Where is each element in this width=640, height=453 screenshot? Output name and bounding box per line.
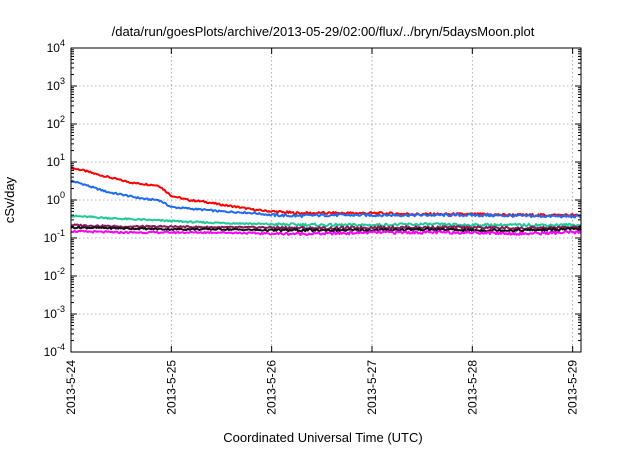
series-line-3: [71, 214, 582, 228]
series-line-1: [70, 166, 582, 218]
series-line-4: [70, 223, 582, 231]
x-axis-label: Coordinated Universal Time (UTC): [223, 430, 422, 445]
x-tick-label: 2013-5-25: [164, 360, 178, 415]
y-tick-label: 101: [47, 152, 65, 169]
y-axis-label: cSv/day: [2, 176, 17, 223]
x-tick-labels: 2013-5-24 2013-5-25 2013-5-26 2013-5-27 2013…: [64, 360, 580, 415]
series-line-2: [70, 179, 582, 219]
x-tick-label: 2013-5-27: [365, 360, 379, 415]
y-tick-label: 100: [47, 190, 65, 207]
y-tick-label: 102: [47, 114, 65, 131]
y-tick-label: 10-2: [44, 266, 65, 283]
y-tick-label: 103: [47, 76, 65, 93]
y-tick-label: 10-1: [44, 228, 65, 245]
y-tick-label: 104: [47, 38, 65, 55]
x-tick-label: 2013-5-26: [265, 360, 279, 415]
y-tick-label: 10-3: [44, 304, 65, 321]
y-tick-labels: 10-4 10-3 10-2 10-1 100 101 102 103 104: [44, 38, 65, 359]
x-tick-label: 2013-5-24: [64, 360, 78, 415]
chart-title: /data/run/goesPlots/archive/2013-05-29/0…: [112, 24, 535, 39]
series-line-6: [70, 229, 582, 236]
y-tick-label: 10-4: [44, 342, 65, 359]
series-lines: [70, 166, 582, 236]
axis-ticks: [70, 47, 581, 353]
x-tick-label: 2013-5-29: [566, 360, 580, 415]
x-tick-label: 2013-5-28: [465, 360, 479, 415]
